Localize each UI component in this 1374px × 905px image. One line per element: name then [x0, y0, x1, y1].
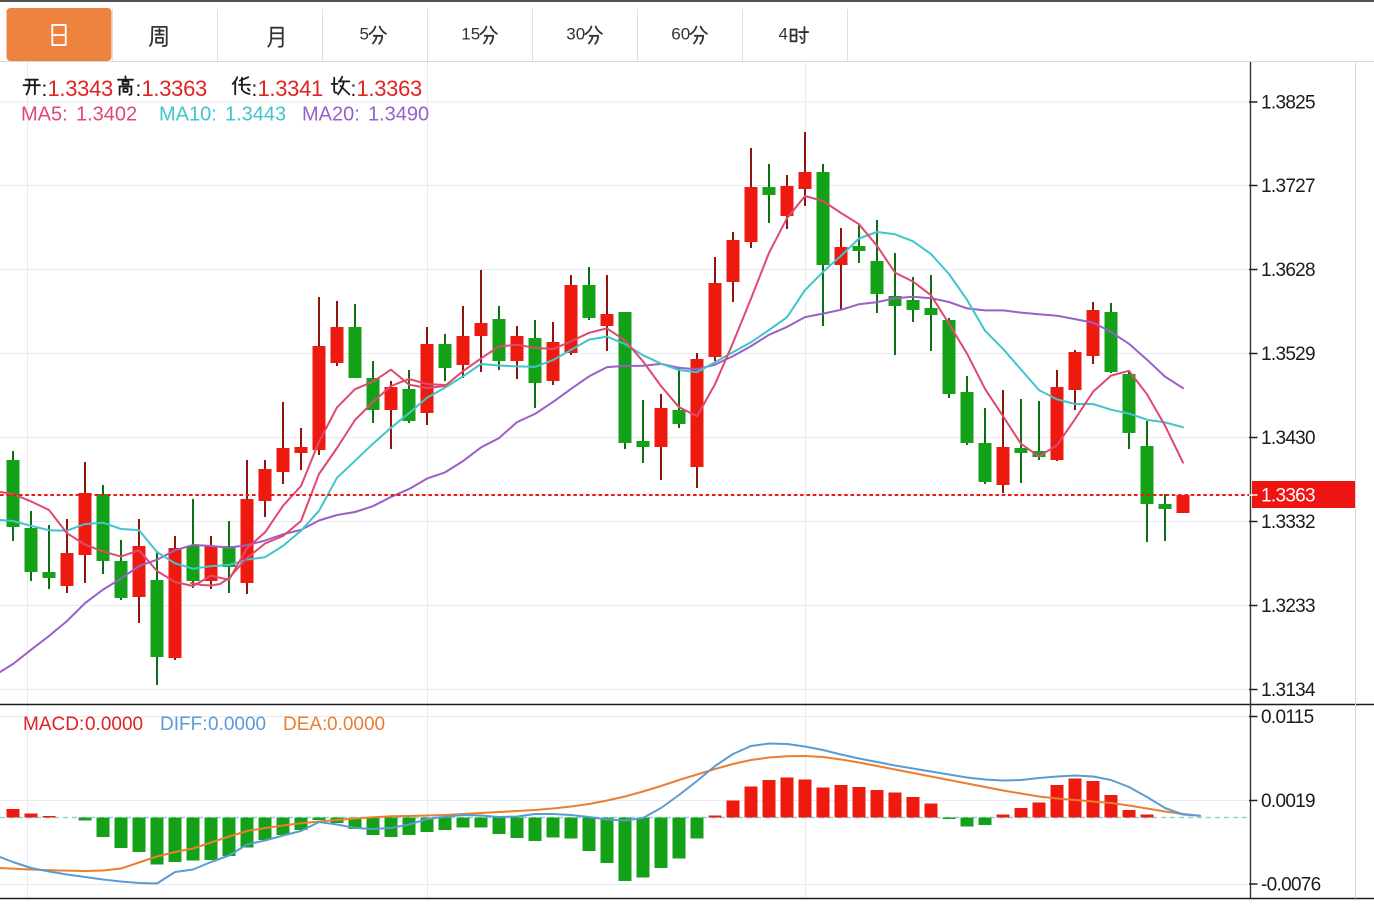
svg-text:MACD:: MACD: [23, 714, 84, 735]
svg-text:1.3332: 1.3332 [1261, 512, 1315, 533]
svg-text:1.3825: 1.3825 [1261, 93, 1315, 114]
svg-text:1.3430: 1.3430 [1261, 428, 1315, 449]
svg-text:1.3343: 1.3343 [48, 76, 114, 101]
svg-text:DIFF:: DIFF: [160, 714, 208, 735]
svg-text:0.0000: 0.0000 [85, 714, 143, 735]
svg-text:5: 5 [360, 25, 369, 44]
svg-text::: : [351, 78, 357, 101]
svg-text:1.3363: 1.3363 [1261, 486, 1315, 507]
svg-text:-0.0076: -0.0076 [1261, 875, 1321, 896]
svg-text:15: 15 [461, 25, 480, 44]
svg-text:MA5:: MA5: [21, 104, 68, 126]
svg-text:MA10:: MA10: [159, 104, 217, 126]
svg-text:0.0115: 0.0115 [1261, 707, 1314, 728]
svg-text:1.3628: 1.3628 [1261, 260, 1315, 281]
svg-text:30: 30 [566, 25, 585, 44]
svg-text::: : [252, 78, 258, 101]
svg-text:1.3134: 1.3134 [1261, 680, 1316, 701]
svg-text:0.0000: 0.0000 [327, 714, 385, 735]
svg-text:MA20:: MA20: [302, 104, 360, 126]
svg-text:1.3233: 1.3233 [1261, 596, 1315, 617]
svg-text:1.3402: 1.3402 [76, 104, 137, 126]
svg-text:1.3443: 1.3443 [225, 104, 286, 126]
svg-text:4: 4 [779, 25, 788, 44]
svg-text::: : [42, 78, 48, 101]
svg-text:1.3529: 1.3529 [1261, 344, 1315, 365]
svg-text:60: 60 [671, 25, 690, 44]
svg-text:0.0019: 0.0019 [1261, 791, 1315, 812]
svg-text:1.3363: 1.3363 [357, 76, 423, 101]
svg-text::: : [136, 78, 142, 101]
svg-text:1.3341: 1.3341 [258, 76, 324, 101]
svg-text:0.0000: 0.0000 [208, 714, 266, 735]
svg-text:1.3363: 1.3363 [142, 76, 208, 101]
svg-text:1.3490: 1.3490 [368, 104, 429, 126]
svg-text:DEA:: DEA: [283, 714, 327, 735]
svg-text:1.3727: 1.3727 [1261, 176, 1315, 197]
